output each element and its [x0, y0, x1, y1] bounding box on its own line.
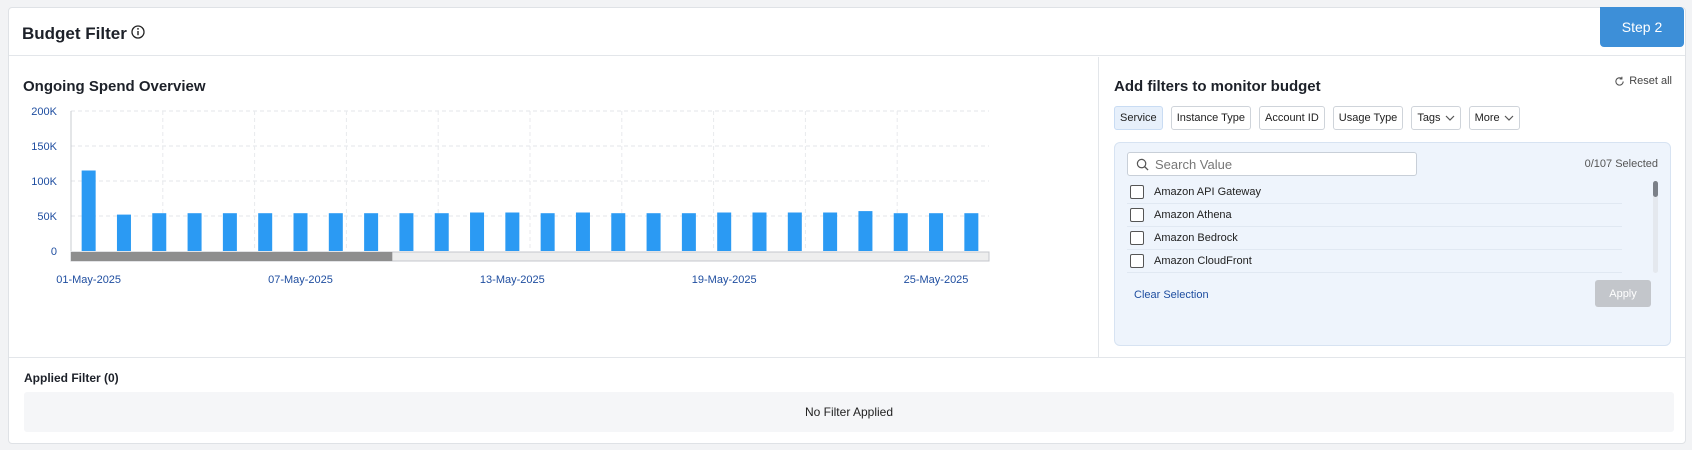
bar [858, 211, 873, 251]
chip-label: Service [1120, 112, 1157, 124]
y-tick-label: 200K [31, 106, 57, 118]
chip-label: Instance Type [1176, 112, 1245, 124]
empty-state-text: No Filter Applied [804, 405, 894, 419]
bar [964, 213, 979, 251]
bar [787, 212, 802, 251]
y-tick-label: 150K [31, 141, 57, 153]
step-button[interactable]: Step 2 [1600, 7, 1684, 47]
page-title: Budget Filter [22, 24, 127, 43]
chip-account-id[interactable]: Account ID [1258, 106, 1325, 130]
chip-instance-type[interactable]: Instance Type [1170, 106, 1251, 130]
bar [434, 213, 449, 251]
reset-all-label: Reset all [1629, 75, 1672, 87]
list-item[interactable]: Amazon CloudFront [1127, 250, 1622, 273]
checkbox[interactable] [1130, 208, 1144, 222]
chip-usage-type[interactable]: Usage Type [1332, 106, 1404, 130]
chip-label: More [1474, 112, 1500, 124]
list-item-label: Amazon API Gateway [1154, 186, 1261, 198]
filters-title: Add filters to monitor budget [1114, 78, 1321, 95]
clear-selection-link[interactable]: Clear Selection [1134, 289, 1209, 301]
spend-overview-pane: 0 50K 100K 150K 200K 01-May-2025 07-May-2025 13… [9, 57, 1099, 357]
chip-label: Tags [1417, 112, 1441, 124]
bar [152, 213, 167, 251]
list-item[interactable]: Amazon API Gateway [1127, 181, 1622, 204]
y-tick-label: 50K [37, 211, 57, 223]
bar [717, 212, 732, 251]
bar [258, 213, 273, 251]
spend-chart: 0 50K 100K 150K 200K 01-May-2025 07-May-2025 13… [31, 106, 990, 286]
bar [222, 213, 237, 251]
checkbox[interactable] [1130, 254, 1144, 268]
chip-service[interactable]: Service [1114, 106, 1163, 130]
value-list: Amazon API Gateway Amazon Athena Amazon … [1127, 181, 1622, 273]
x-tick-label: 01-May-2025 [56, 274, 121, 286]
bar [823, 212, 838, 251]
list-scrollbar[interactable] [1653, 181, 1658, 273]
checkbox[interactable] [1130, 185, 1144, 199]
apply-button[interactable]: Apply [1595, 280, 1651, 307]
search-icon [1136, 158, 1149, 171]
bar [505, 212, 520, 251]
search-box [1127, 152, 1417, 176]
card-header: Budget Filter Step 2 [9, 7, 1685, 56]
bar [575, 212, 590, 251]
budget-filter-card: Budget Filter Step 2 0 50K 100K 150K 200K 01-… [8, 7, 1686, 444]
chevron-down-icon [1445, 115, 1454, 121]
chevron-down-icon [1504, 115, 1514, 121]
bar [681, 213, 696, 251]
chip-tags[interactable]: Tags [1411, 106, 1461, 130]
bar [893, 213, 908, 251]
reset-all-button[interactable]: Reset all [1614, 75, 1672, 87]
checkbox[interactable] [1130, 231, 1144, 245]
overview-title: Ongoing Spend Overview [23, 78, 206, 95]
list-item-label: Amazon Athena [1154, 209, 1232, 221]
x-tick-label: 13-May-2025 [480, 274, 545, 286]
bar [611, 213, 626, 251]
search-input[interactable] [1155, 156, 1405, 172]
bar [752, 212, 767, 251]
scrollbar-thumb[interactable] [1653, 181, 1658, 197]
bar [646, 213, 661, 251]
y-tick-label: 0 [51, 246, 57, 258]
info-icon[interactable] [130, 24, 146, 40]
value-selector-panel: 0/107 Selected Amazon API Gateway Amazon… [1114, 142, 1671, 346]
selected-count: 0/107 Selected [1584, 158, 1658, 170]
chip-more[interactable]: More [1468, 106, 1520, 130]
x-tick-label: 19-May-2025 [692, 274, 757, 286]
chip-label: Usage Type [1338, 112, 1398, 124]
filter-pane: Add filters to monitor budget Reset all … [1099, 57, 1687, 357]
bar [81, 170, 96, 251]
bar [116, 214, 131, 251]
chip-label: Account ID [1264, 112, 1319, 124]
bar [187, 213, 202, 251]
list-item-label: Amazon Bedrock [1154, 232, 1238, 244]
chart-scroller-thumb [71, 252, 393, 261]
bar [470, 212, 485, 251]
list-item[interactable]: Amazon Athena [1127, 204, 1622, 227]
list-item-label: Amazon CloudFront [1154, 255, 1252, 267]
x-tick-label: 25-May-2025 [904, 274, 969, 286]
refresh-icon [1615, 76, 1624, 86]
empty-state: No Filter Applied [24, 392, 1674, 432]
applied-filter-section: Applied Filter (0) No Filter Applied [9, 357, 1685, 444]
bar [364, 213, 379, 251]
bar [399, 213, 414, 251]
x-tick-label: 07-May-2025 [268, 274, 333, 286]
filter-chips: Service Instance Type Account ID Usage T… [1114, 106, 1520, 130]
y-tick-label: 100K [31, 176, 57, 188]
bar [929, 213, 944, 251]
bar [293, 213, 308, 251]
list-item[interactable]: Amazon Bedrock [1127, 227, 1622, 250]
bar [328, 213, 343, 251]
applied-filter-title: Applied Filter (0) [24, 371, 119, 385]
bar [540, 213, 555, 251]
